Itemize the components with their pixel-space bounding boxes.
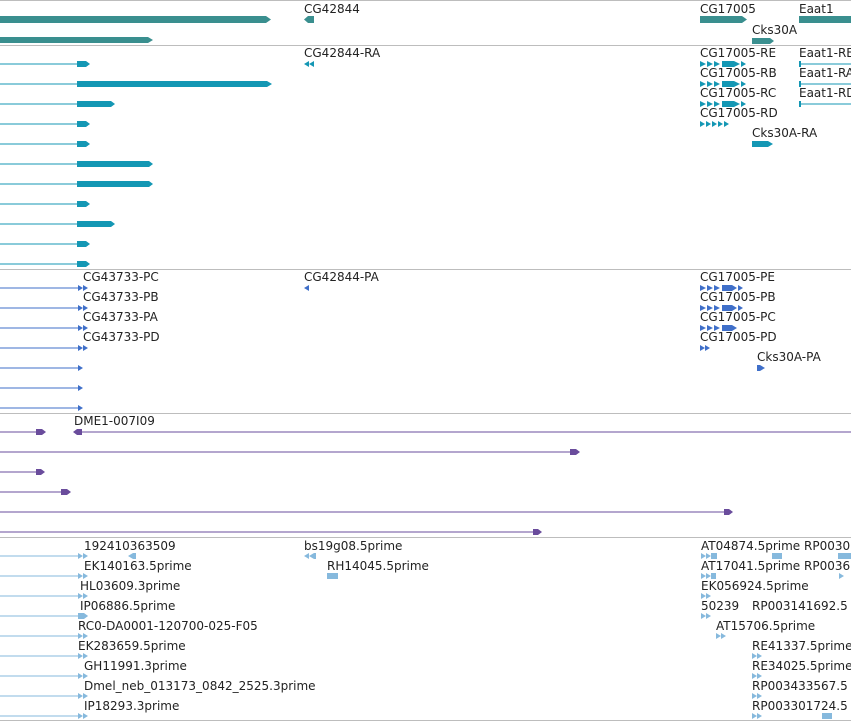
est-segments bbox=[78, 553, 851, 719]
gene-label[interactable]: CG17005 bbox=[700, 2, 756, 16]
est-label[interactable]: IP06886.5prime bbox=[80, 599, 176, 613]
cds-label[interactable]: CG43733-PC bbox=[83, 270, 159, 284]
est-lines bbox=[0, 555, 78, 717]
est-label[interactable]: EK056924.5prime bbox=[701, 579, 809, 593]
cds-label[interactable]: CG17005-PE bbox=[700, 270, 775, 284]
clone-lines bbox=[0, 431, 851, 533]
cds-track-features bbox=[0, 285, 765, 411]
mrna-label[interactable]: CG42844-RA bbox=[304, 46, 381, 60]
clone-ends bbox=[36, 429, 733, 535]
mrna-label[interactable]: CG17005-RB bbox=[700, 66, 777, 80]
cds-intron-lines bbox=[0, 287, 78, 409]
mrna-label[interactable]: Eaat1-RE bbox=[799, 46, 851, 60]
est-label[interactable]: RP00367 bbox=[804, 559, 851, 573]
track-separator bbox=[0, 45, 851, 46]
clone-label[interactable]: DME1-007I09 bbox=[74, 414, 155, 428]
cds-segments bbox=[78, 285, 765, 411]
mrna-label[interactable]: CG17005-RE bbox=[700, 46, 777, 60]
mrna-exons bbox=[77, 61, 801, 267]
gene-feature[interactable] bbox=[0, 37, 148, 43]
est-track[interactable]: 192410363509 EK140163.5prime HL03609.3pr… bbox=[0, 538, 851, 720]
gene-feature-arrow bbox=[770, 38, 774, 44]
est-label[interactable]: Dmel_neb_013173_0842_2525.3prime bbox=[84, 679, 316, 693]
gene-feature[interactable] bbox=[700, 16, 742, 23]
mrna-label[interactable]: Eaat1-RA bbox=[799, 66, 851, 80]
mrna-track[interactable]: CG42844-RA CG17005-RE CG17005-RB CG17005… bbox=[0, 46, 851, 269]
gene-feature-arrow bbox=[148, 37, 153, 43]
cds-label[interactable]: Cks30A-PA bbox=[757, 350, 821, 364]
mrna-intron-lines bbox=[0, 63, 851, 265]
gene-feature-arrow bbox=[742, 16, 747, 23]
cds-label[interactable]: CG17005-PD bbox=[700, 330, 777, 344]
gene-feature[interactable] bbox=[799, 16, 851, 23]
est-label[interactable]: AT04874.5prime bbox=[701, 539, 801, 553]
gene-track[interactable]: CG42844 CG17005 Eaat1 Cks30A bbox=[0, 1, 851, 45]
est-label[interactable]: RP003141692.5 bbox=[752, 599, 848, 613]
cds-label[interactable]: CG43733-PA bbox=[83, 310, 158, 324]
est-label[interactable]: EK283659.5prime bbox=[78, 639, 186, 653]
est-label[interactable]: bs19g08.5prime bbox=[304, 539, 403, 553]
est-label[interactable]: GH11991.3prime bbox=[84, 659, 187, 673]
cds-label[interactable]: CG43733-PB bbox=[83, 290, 159, 304]
cds-label[interactable]: CG17005-PB bbox=[700, 290, 776, 304]
cds-label[interactable]: CG43733-PD bbox=[83, 330, 160, 344]
est-label[interactable]: RP003433567.5 bbox=[752, 679, 848, 693]
est-label[interactable]: HL03609.3prime bbox=[80, 579, 181, 593]
track-separator bbox=[0, 413, 851, 414]
cds-label[interactable]: CG42844-PA bbox=[304, 270, 379, 284]
mrna-label[interactable]: CG17005-RC bbox=[700, 86, 777, 100]
cds-track[interactable]: CG43733-PC CG43733-PB CG43733-PA CG43733… bbox=[0, 270, 851, 413]
mrna-track-features bbox=[0, 61, 851, 267]
est-label[interactable]: RE41337.5prime bbox=[752, 639, 851, 653]
track-separator bbox=[0, 269, 851, 270]
est-label[interactable]: RP003301724.5 bbox=[752, 699, 848, 713]
track-separator bbox=[0, 537, 851, 538]
est-label[interactable]: RC0-DA0001-120700-025-F05 bbox=[78, 619, 258, 633]
track-separator bbox=[0, 0, 851, 1]
gene-label[interactable]: Eaat1 bbox=[799, 2, 834, 16]
mrna-label[interactable]: CG17005-RD bbox=[700, 106, 778, 120]
est-label[interactable]: AT15706.5prime bbox=[716, 619, 816, 633]
est-label[interactable]: 192410363509 bbox=[84, 539, 176, 553]
gene-feature[interactable] bbox=[304, 16, 314, 23]
clone-track-features bbox=[0, 429, 851, 535]
cds-label[interactable]: CG17005-PC bbox=[700, 310, 776, 324]
gene-feature[interactable] bbox=[0, 16, 266, 23]
gene-label[interactable]: CG42844 bbox=[304, 2, 360, 16]
mrna-label[interactable]: Eaat1-RD bbox=[799, 86, 851, 100]
gene-track-features bbox=[0, 16, 851, 44]
est-label[interactable]: AT17041.5prime bbox=[701, 559, 801, 573]
est-label[interactable]: RE34025.5prime bbox=[752, 659, 851, 673]
gene-feature[interactable] bbox=[752, 38, 770, 44]
est-label[interactable]: 50239 bbox=[701, 599, 740, 613]
est-label[interactable]: RP0030 bbox=[804, 539, 851, 553]
est-label[interactable]: IP18293.3prime bbox=[84, 699, 180, 713]
est-label[interactable]: RH14045.5prime bbox=[327, 559, 429, 573]
est-track-features bbox=[0, 553, 851, 719]
clone-track[interactable]: DME1-007I09 bbox=[0, 414, 851, 537]
gene-label[interactable]: Cks30A bbox=[752, 23, 798, 37]
est-label[interactable]: EK140163.5prime bbox=[84, 559, 192, 573]
mrna-label[interactable]: Cks30A-RA bbox=[752, 126, 818, 140]
gene-feature-arrow bbox=[266, 16, 271, 23]
